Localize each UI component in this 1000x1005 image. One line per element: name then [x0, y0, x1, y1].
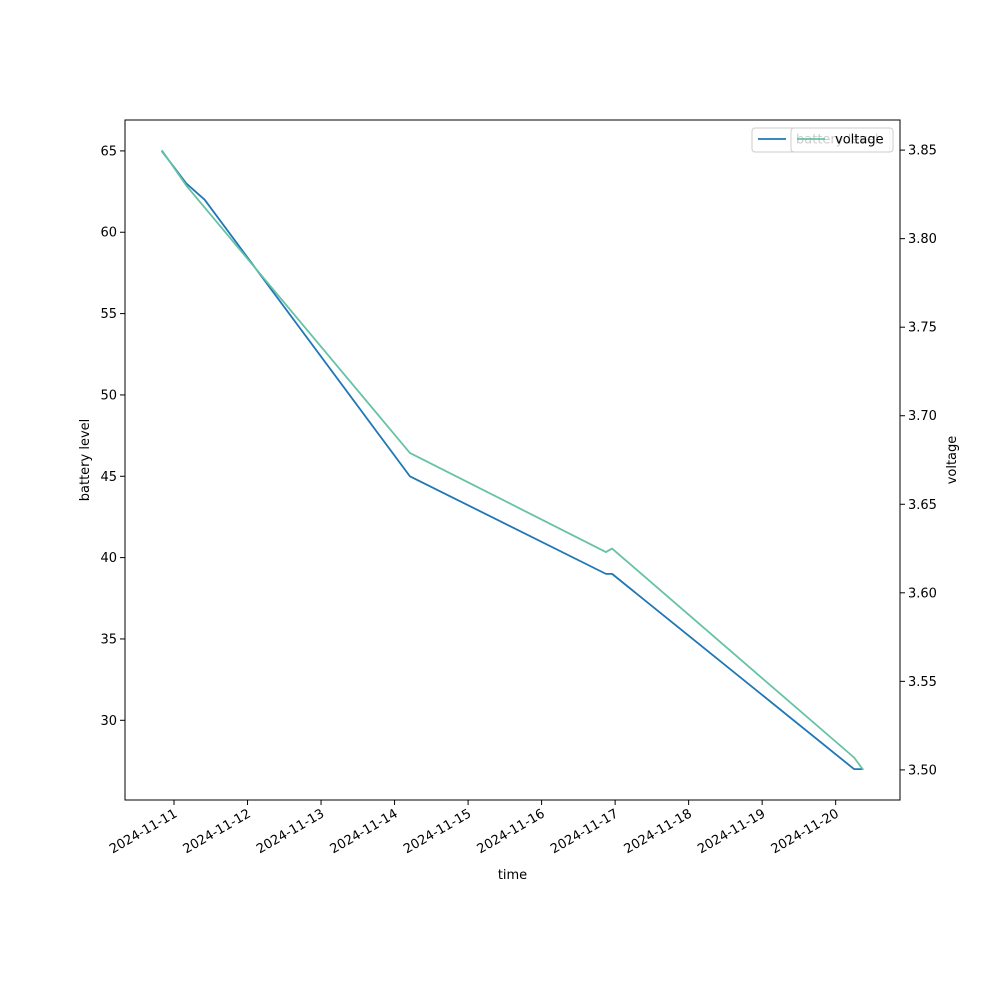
y-left-tick-label: 60 [100, 226, 117, 241]
y-left-tick-label: 40 [100, 551, 117, 566]
y-right-tick-label: 3.75 [908, 321, 937, 336]
y-right-tick-label: 3.50 [908, 763, 937, 778]
plot-area [124, 119, 901, 801]
series-line-1 [161, 150, 864, 770]
y-left-tick-label: 35 [100, 632, 117, 647]
y-left-tick-label: 30 [100, 714, 117, 729]
x-tick-label: 2024-11-13 [254, 806, 327, 857]
y-left-tick-label: 50 [100, 388, 117, 403]
x-tick-label: 2024-11-20 [769, 806, 842, 857]
x-axis-ticks: 2024-11-11 2024-11-12 2024-11-13 2024-11-14… [107, 800, 842, 857]
series-line-2 [161, 149, 864, 771]
x-tick-label: 2024-11-18 [622, 806, 695, 857]
x-axis-label: time [498, 868, 527, 883]
y-axis-right-ticks: 3.50 3.55 3.60 3.65 3.70 3.75 3.80 3.85 [900, 144, 937, 778]
y-left-tick-label: 55 [100, 307, 117, 322]
y-axis-right-label: voltage [945, 436, 960, 485]
x-tick-label: 2024-11-15 [401, 806, 474, 857]
x-tick-label: 2024-11-14 [328, 806, 401, 857]
y-right-tick-label: 3.80 [908, 232, 937, 247]
legend-box-2 [790, 127, 894, 153]
series-lines [161, 149, 864, 771]
y-left-tick-label: 45 [100, 470, 117, 485]
y-right-tick-label: 3.60 [908, 586, 937, 601]
y-right-tick-label: 3.85 [908, 144, 937, 159]
x-tick-label: 2024-11-17 [548, 806, 621, 857]
legend-label-2: voltage [835, 133, 884, 148]
x-tick-label: 2024-11-12 [181, 806, 254, 857]
y-axis-left-label: battery level [78, 419, 93, 502]
y-left-tick-label: 65 [100, 144, 117, 159]
x-tick-label: 2024-11-16 [475, 806, 548, 857]
y-axis-left-ticks: 30 35 40 45 50 55 60 65 [100, 144, 125, 729]
y-right-tick-label: 3.65 [908, 498, 937, 513]
x-tick-label: 2024-11-19 [695, 806, 768, 857]
x-tick-label: 2024-11-11 [107, 806, 180, 857]
y-right-tick-label: 3.70 [908, 409, 937, 424]
y-right-tick-label: 3.55 [908, 675, 937, 690]
